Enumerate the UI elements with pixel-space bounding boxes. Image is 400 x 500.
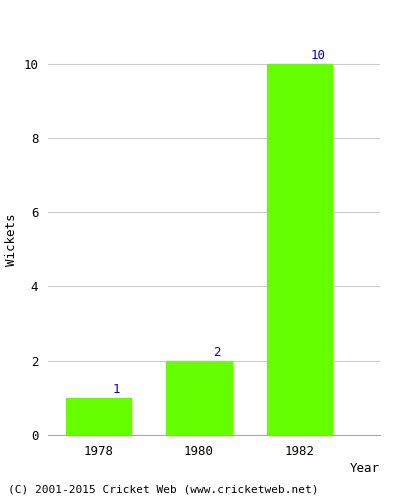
Text: 2: 2 xyxy=(213,346,221,359)
Bar xyxy=(166,360,232,435)
Text: Year: Year xyxy=(350,462,380,475)
Text: (C) 2001-2015 Cricket Web (www.cricketweb.net): (C) 2001-2015 Cricket Web (www.cricketwe… xyxy=(8,485,318,495)
Text: 10: 10 xyxy=(310,48,325,62)
Bar xyxy=(267,64,332,435)
Bar xyxy=(66,398,131,435)
Text: 1: 1 xyxy=(113,383,120,396)
Y-axis label: Wickets: Wickets xyxy=(5,214,18,266)
